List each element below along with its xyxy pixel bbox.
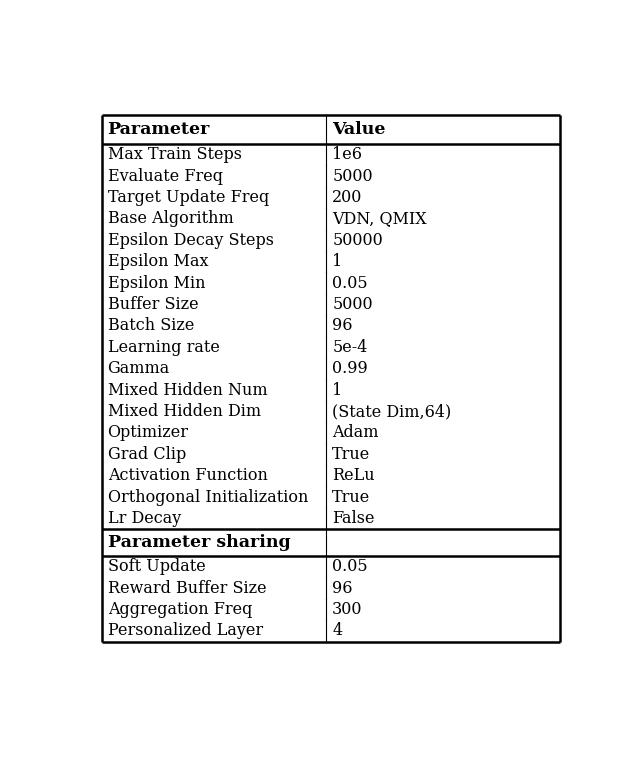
Text: Mixed Hidden Num: Mixed Hidden Num: [107, 382, 267, 399]
Text: 0.05: 0.05: [332, 558, 368, 575]
Bar: [102, 487, 560, 508]
Text: Orthogonal Initialization: Orthogonal Initialization: [107, 488, 308, 506]
Text: ReLu: ReLu: [332, 467, 375, 485]
Bar: [102, 115, 560, 144]
Bar: [102, 144, 560, 165]
Text: 5e-4: 5e-4: [332, 339, 368, 356]
Text: 5000: 5000: [332, 296, 373, 313]
Text: Optimizer: Optimizer: [107, 424, 189, 441]
Text: 1e6: 1e6: [332, 147, 363, 163]
Text: Base Algorithm: Base Algorithm: [107, 210, 233, 227]
Text: Value: Value: [332, 122, 385, 138]
Bar: [102, 315, 560, 336]
Text: 300: 300: [332, 601, 363, 618]
Text: Adam: Adam: [332, 424, 378, 441]
Text: 1: 1: [332, 253, 342, 270]
Text: Gamma: Gamma: [107, 361, 170, 377]
Text: Buffer Size: Buffer Size: [107, 296, 198, 313]
Text: False: False: [332, 510, 375, 527]
Text: Learning rate: Learning rate: [107, 339, 219, 356]
Text: Activation Function: Activation Function: [107, 467, 268, 485]
Text: Aggregation Freq: Aggregation Freq: [107, 601, 252, 618]
Text: Evaluate Freq: Evaluate Freq: [107, 168, 223, 185]
Bar: [102, 401, 560, 423]
Text: 0.05: 0.05: [332, 274, 368, 292]
Bar: [102, 620, 560, 641]
Bar: [102, 444, 560, 465]
Text: True: True: [332, 446, 370, 463]
Bar: [102, 556, 560, 578]
Text: 50000: 50000: [332, 232, 383, 249]
Text: Reward Buffer Size: Reward Buffer Size: [107, 579, 266, 597]
Text: 5000: 5000: [332, 168, 373, 185]
Text: Batch Size: Batch Size: [107, 318, 194, 335]
Bar: [102, 599, 560, 620]
Bar: [102, 209, 560, 230]
Text: Soft Update: Soft Update: [107, 558, 205, 575]
Text: Grad Clip: Grad Clip: [107, 446, 186, 463]
Text: Lr Decay: Lr Decay: [107, 510, 181, 527]
Bar: [102, 379, 560, 401]
Bar: [102, 508, 560, 529]
Text: 1: 1: [332, 382, 342, 399]
Text: 0.99: 0.99: [332, 361, 368, 377]
Bar: [102, 273, 560, 294]
Text: VDN, QMIX: VDN, QMIX: [332, 210, 427, 227]
Text: Target Update Freq: Target Update Freq: [107, 189, 269, 206]
Bar: [102, 465, 560, 487]
Bar: [102, 251, 560, 273]
Bar: [102, 529, 560, 556]
Text: Parameter sharing: Parameter sharing: [107, 534, 290, 551]
Text: 200: 200: [332, 189, 363, 206]
Bar: [102, 187, 560, 209]
Text: 96: 96: [332, 318, 353, 335]
Bar: [102, 294, 560, 315]
Bar: [102, 230, 560, 251]
Text: Parameter: Parameter: [107, 122, 210, 138]
Text: Epsilon Max: Epsilon Max: [107, 253, 208, 270]
Text: Personalized Layer: Personalized Layer: [107, 622, 263, 640]
Bar: [102, 578, 560, 599]
Bar: [102, 358, 560, 379]
Text: (State Dim,64): (State Dim,64): [332, 403, 452, 420]
Text: Max Train Steps: Max Train Steps: [107, 147, 242, 163]
Text: True: True: [332, 488, 370, 506]
Text: Mixed Hidden Dim: Mixed Hidden Dim: [107, 403, 261, 420]
Text: 4: 4: [332, 622, 342, 640]
Text: Epsilon Decay Steps: Epsilon Decay Steps: [107, 232, 273, 249]
Bar: [102, 336, 560, 358]
Bar: [102, 423, 560, 444]
Text: Epsilon Min: Epsilon Min: [107, 274, 205, 292]
Text: 96: 96: [332, 579, 353, 597]
Bar: [102, 165, 560, 187]
